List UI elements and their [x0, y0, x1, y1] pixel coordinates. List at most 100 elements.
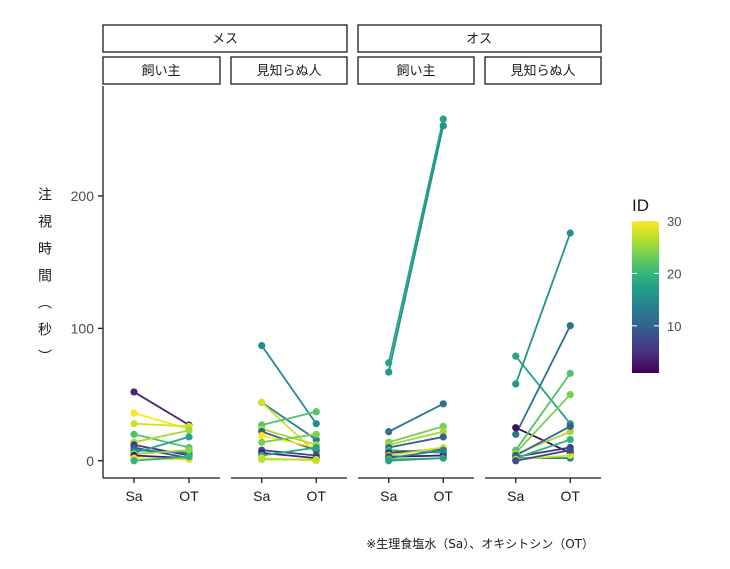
condition-strip-female-stranger: 見知らぬ人 — [230, 56, 348, 85]
point-ot — [566, 369, 574, 377]
condition-strip-male-owner: 飼い主 — [357, 56, 475, 85]
point-ot — [439, 428, 447, 436]
series-line — [388, 436, 444, 449]
series-line — [261, 428, 317, 446]
y-tick-label: 200 — [71, 188, 95, 204]
legend-title: ID — [632, 196, 649, 215]
point-ot — [312, 455, 320, 464]
series-line — [133, 436, 190, 454]
x-tick-label: Sa — [125, 488, 142, 504]
point-sa — [512, 352, 520, 360]
series-line — [261, 401, 317, 454]
panels: Sa OT Sa OT Sa OT Sa OT — [103, 115, 601, 504]
panel-2: Sa OT — [231, 341, 347, 504]
point-sa — [130, 409, 138, 417]
condition-strip-female-owner: 飼い主 — [102, 56, 221, 85]
x-tick-label: OT — [307, 488, 327, 504]
point-ot — [439, 400, 447, 408]
point-ot — [185, 453, 193, 461]
point-ot — [439, 122, 447, 130]
point-ot — [439, 446, 447, 454]
x-tick-label: OT — [434, 488, 454, 504]
point-sa — [130, 430, 138, 438]
series-line — [261, 449, 317, 457]
condition-strip-male-stranger: 見知らぬ人 — [484, 56, 602, 85]
sex-strip-female-label: メス — [212, 32, 238, 47]
series-line — [133, 391, 190, 426]
series-line — [261, 345, 317, 425]
point-ot — [185, 446, 193, 454]
legend-ticks: 10 20 30 — [632, 214, 681, 334]
series-line — [388, 430, 444, 446]
point-sa — [385, 359, 393, 367]
panel-3: Sa OT — [358, 115, 474, 504]
point-ot — [566, 390, 574, 399]
point-sa — [258, 455, 266, 464]
series-line — [515, 438, 571, 459]
legend-tick-label: 30 — [667, 214, 681, 229]
point-sa — [130, 420, 138, 428]
series-line — [133, 429, 190, 444]
point-ot — [185, 433, 193, 441]
y-axis-ticks: 0 100 200 — [71, 188, 103, 469]
point-ot — [312, 430, 320, 438]
y-tick-label: 0 — [86, 453, 94, 469]
x-tick-label: Sa — [253, 488, 270, 504]
series-line — [133, 422, 190, 428]
point-sa — [130, 388, 138, 396]
series-line — [388, 403, 444, 433]
panel-1: Sa OT — [103, 388, 220, 504]
series-line — [388, 449, 444, 460]
condition-strip-label: 見知らぬ人 — [256, 63, 321, 79]
point-sa — [385, 368, 393, 376]
series-line — [388, 425, 444, 444]
condition-strip-label: 見知らぬ人 — [510, 63, 575, 79]
series-line — [133, 444, 190, 457]
series-line — [387, 118, 445, 363]
series-line — [261, 410, 317, 426]
point-ot — [566, 322, 574, 330]
y-axis-label: 注視時間（秒） — [36, 187, 52, 376]
point-ot — [312, 435, 320, 444]
sex-strip-female: メス — [102, 24, 348, 53]
point-ot — [312, 420, 320, 428]
y-tick-label: 100 — [71, 320, 95, 336]
x-tick-label: OT — [561, 488, 581, 504]
series-line — [133, 433, 190, 449]
point-sa — [512, 457, 520, 465]
series-line — [133, 455, 190, 462]
series-line — [515, 355, 571, 425]
point-sa — [385, 457, 393, 465]
legend: ID 10 20 30 — [632, 196, 681, 373]
series-line — [514, 232, 572, 385]
point-sa — [258, 432, 266, 440]
series-line — [387, 125, 445, 373]
x-tick-label: Sa — [380, 488, 397, 504]
series-line — [261, 434, 317, 449]
series-line — [388, 457, 444, 462]
series-line — [261, 401, 317, 441]
point-ot — [185, 426, 193, 434]
point-ot — [566, 435, 574, 444]
point-sa — [385, 428, 393, 436]
point-sa — [130, 457, 138, 465]
condition-strip-label: 飼い主 — [396, 64, 435, 79]
point-sa — [258, 398, 266, 407]
point-sa — [258, 341, 266, 350]
sex-strip-male-label: オス — [466, 32, 492, 47]
sex-strip-male: オス — [357, 24, 602, 53]
series-line — [261, 433, 317, 444]
x-tick-label: Sa — [507, 488, 524, 504]
point-sa — [258, 438, 266, 446]
series-line — [515, 449, 571, 462]
legend-tick-label: 10 — [667, 319, 681, 334]
point-ot — [566, 422, 574, 430]
point-ot — [566, 229, 574, 237]
condition-strip-label: 飼い主 — [141, 64, 180, 79]
series-line — [133, 449, 190, 456]
point-ot — [312, 408, 320, 416]
point-ot — [566, 446, 574, 454]
legend-tick-label: 20 — [667, 266, 681, 281]
point-ot — [439, 454, 447, 462]
